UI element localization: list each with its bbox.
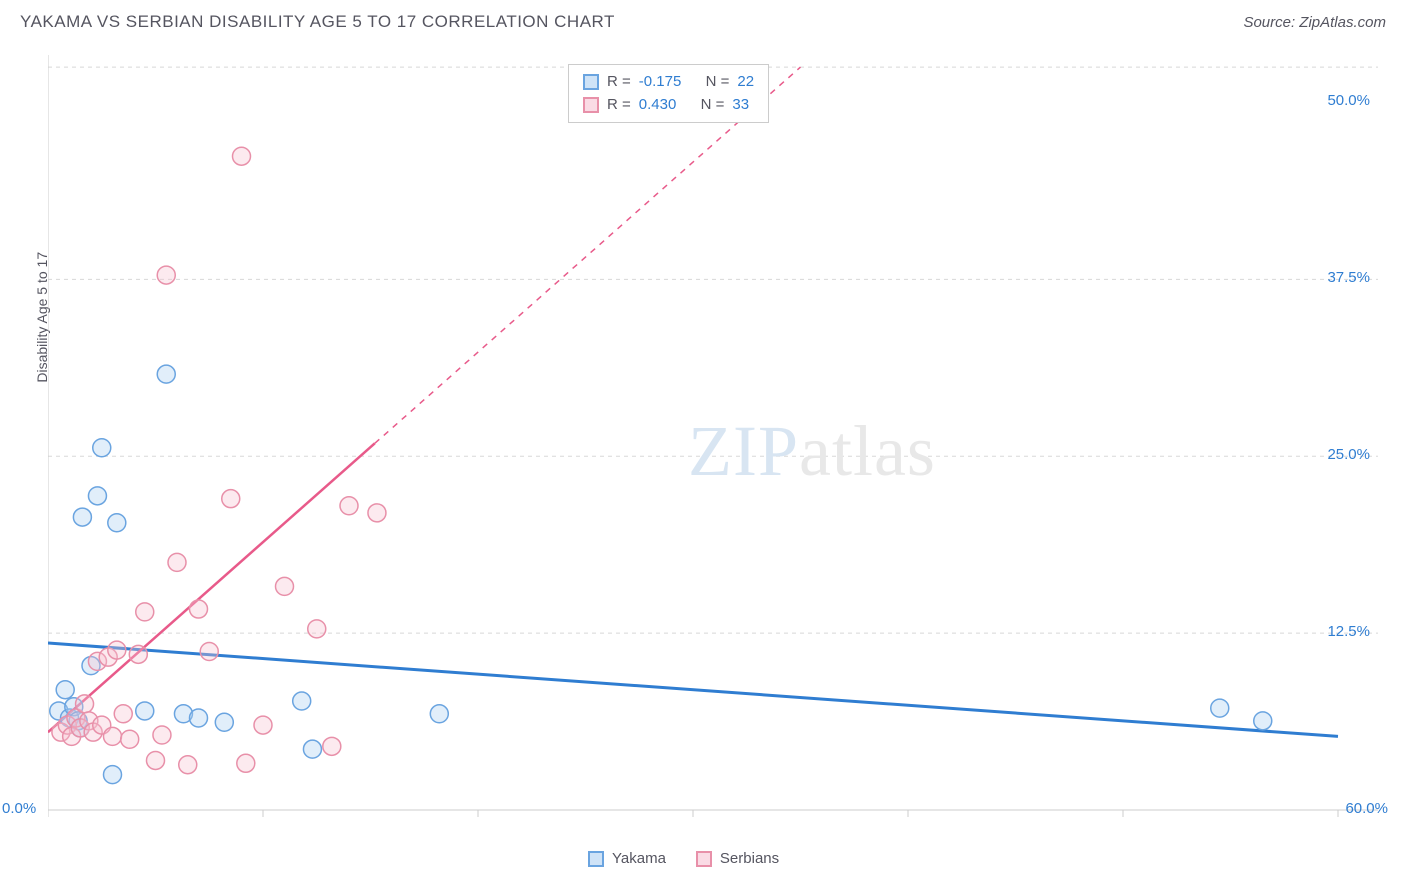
r-label: R = — [607, 71, 631, 94]
n-label: N = — [701, 94, 725, 117]
legend-label-yakama: Yakama — [612, 850, 666, 867]
legend-row-serbians: R = 0.430 N = 33 — [583, 94, 754, 117]
y-tick-label: 37.5% — [1327, 269, 1370, 286]
y-tick-label: 25.0% — [1327, 446, 1370, 463]
legend-row-yakama: R = -0.175 N = 22 — [583, 71, 754, 94]
swatch-yakama-bottom — [588, 851, 604, 867]
watermark-zip: ZIP — [688, 411, 799, 491]
swatch-serbians-bottom — [696, 851, 712, 867]
n-label: N = — [706, 71, 730, 94]
chart-header: YAKAMA VS SERBIAN DISABILITY AGE 5 TO 17… — [0, 0, 1406, 40]
r-label: R = — [607, 94, 631, 117]
y-tick-label: 50.0% — [1327, 92, 1370, 109]
n-value-yakama: 22 — [737, 71, 754, 94]
swatch-serbians — [583, 97, 599, 113]
x-axis-max-label: 60.0% — [1345, 800, 1388, 817]
x-axis-min-label: 0.0% — [2, 800, 36, 817]
watermark-atlas: atlas — [799, 411, 936, 491]
chart-title: YAKAMA VS SERBIAN DISABILITY AGE 5 TO 17… — [20, 12, 615, 32]
chart-area: Disability Age 5 to 17 ZIPatlas R = -0.1… — [48, 50, 1388, 830]
swatch-yakama — [583, 74, 599, 90]
series-legend: Yakama Serbians — [588, 850, 779, 867]
correlation-legend: R = -0.175 N = 22 R = 0.430 N = 33 — [568, 64, 769, 123]
r-value-yakama: -0.175 — [639, 71, 682, 94]
legend-label-serbians: Serbians — [720, 850, 779, 867]
watermark: ZIPatlas — [688, 410, 936, 493]
legend-item-serbians: Serbians — [696, 850, 779, 867]
y-tick-label: 12.5% — [1327, 623, 1370, 640]
legend-item-yakama: Yakama — [588, 850, 666, 867]
chart-source: Source: ZipAtlas.com — [1243, 14, 1386, 31]
r-value-serbians: 0.430 — [639, 94, 677, 117]
n-value-serbians: 33 — [732, 94, 749, 117]
